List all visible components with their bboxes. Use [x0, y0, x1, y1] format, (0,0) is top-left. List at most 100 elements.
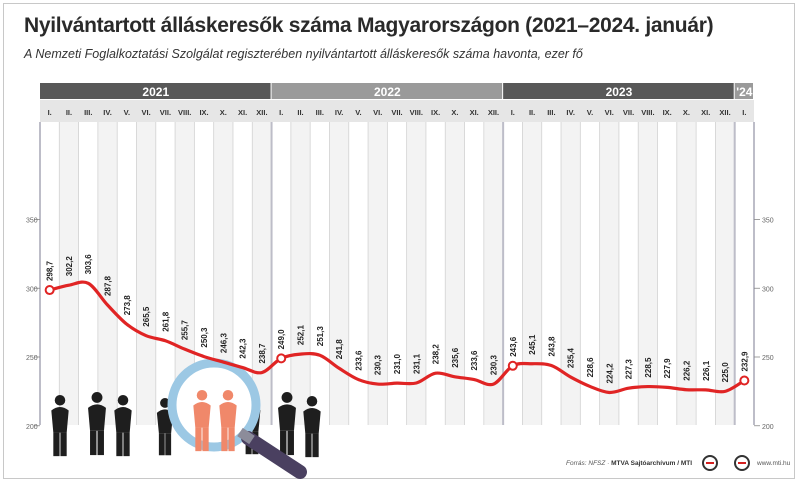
year-band [271, 83, 503, 99]
source-prefix: Forrás: NFSZ · [566, 460, 612, 467]
month-column [483, 122, 504, 425]
data-label: 228,6 [586, 357, 595, 378]
magnifier-handle [241, 431, 307, 479]
year-header: 2021 2022 2023 '24 [40, 83, 753, 99]
data-label: 235,4 [567, 348, 576, 369]
month-label: V. [355, 108, 361, 117]
data-label: 302,2 [65, 256, 74, 277]
month-column [715, 122, 735, 425]
month-label: XII. [719, 108, 730, 117]
y-tick-label-left: 250 [26, 355, 38, 362]
person-torso [51, 407, 69, 433]
person-head [91, 392, 103, 403]
month-label: II. [66, 108, 72, 117]
data-label: 238,2 [432, 344, 441, 365]
person-leg [116, 432, 123, 457]
year-label: 2022 [374, 85, 401, 99]
data-label: 227,3 [625, 359, 634, 380]
person-leg [53, 432, 60, 457]
person-head [281, 392, 293, 403]
month-label: II. [297, 108, 303, 117]
data-label: 287,8 [104, 275, 113, 296]
series-line [48, 280, 746, 395]
month-column [290, 122, 311, 425]
data-label: 261,8 [161, 311, 170, 332]
person-leg [165, 433, 172, 456]
month-label: X. [451, 108, 458, 117]
month-column [175, 122, 195, 425]
month-header: I. II. III. IV. V. VI. VII. VIII. IX. X. XI. XII. I.… [40, 100, 754, 122]
data-point-marker [739, 375, 750, 386]
data-point-marker [507, 360, 518, 371]
month-label: IX. [199, 108, 208, 117]
month-label: VII. [160, 108, 171, 117]
data-label: 298,7 [46, 260, 55, 281]
month-label: IX. [663, 108, 672, 117]
month-label: III. [84, 108, 92, 117]
data-label: 231,0 [393, 354, 402, 375]
person-head [196, 390, 208, 401]
month-label: IX. [431, 108, 440, 117]
infographic-frame [3, 3, 795, 479]
month-label: V. [124, 108, 130, 117]
data-label: 226,1 [702, 360, 711, 381]
magnifier-icon [167, 358, 307, 479]
person-leg [202, 427, 209, 452]
data-label: 245,1 [528, 334, 537, 355]
source-credit: Forrás: NFSZ · MTVA Sajtóarchívum / MTI [566, 460, 692, 467]
person-head [306, 396, 318, 407]
month-column [213, 122, 233, 425]
data-label: 230,3 [374, 355, 383, 376]
month-label: VIII. [410, 108, 423, 117]
person-torso [219, 402, 237, 428]
data-label: 303,6 [84, 254, 93, 275]
month-label: VII. [623, 108, 634, 117]
y-tick-label-right: 300 [762, 286, 774, 293]
person-torso [303, 408, 321, 434]
person-leg [312, 433, 319, 458]
chart-title: Nyilvántartott álláskeresők száma Magyar… [24, 14, 714, 37]
year-label: 2021 [142, 85, 169, 99]
month-label: VI. [142, 108, 151, 117]
person-leg [60, 432, 67, 457]
silhouette-icon [114, 395, 132, 457]
source-archive: MTVA Sajtóarchívum / MTI [611, 460, 693, 467]
year-label: 2023 [606, 85, 633, 99]
magnifier-collar [237, 427, 255, 445]
month-label: VI. [605, 108, 614, 117]
data-label: 235,6 [451, 347, 460, 368]
data-label: 242,3 [239, 338, 248, 359]
month-label: V. [587, 108, 593, 117]
person-leg [195, 427, 202, 452]
month-label: I. [48, 108, 52, 117]
year-label: '24 [736, 85, 753, 99]
data-point-marker [276, 353, 287, 364]
month-column [59, 122, 79, 425]
data-label: 251,3 [316, 326, 325, 347]
month-label: XI. [470, 108, 479, 117]
y-tick-label-right: 200 [762, 424, 774, 431]
data-label: 224,2 [605, 363, 614, 384]
person-leg [90, 430, 97, 456]
data-label: 273,8 [123, 295, 132, 316]
chart-subtitle: A Nemzeti Foglalkoztatási Szolgálat regi… [24, 47, 583, 61]
data-label: 226,2 [682, 360, 691, 381]
data-label: 252,1 [297, 325, 306, 346]
highlighted-person-icon [219, 390, 237, 452]
month-column [522, 122, 542, 425]
unemployment-series [44, 280, 750, 395]
data-label: 225,0 [721, 362, 730, 383]
person-head [160, 398, 170, 408]
data-label: 243,6 [509, 336, 518, 357]
month-label: VI. [373, 108, 382, 117]
month-label: IV. [566, 108, 574, 117]
person-head [54, 395, 66, 406]
job-seekers-illustration [51, 358, 321, 479]
data-label: 255,7 [181, 320, 190, 341]
month-label: I. [742, 108, 746, 117]
month-label: IV. [103, 108, 111, 117]
data-label: 250,3 [200, 327, 209, 348]
data-label: 265,5 [142, 306, 151, 327]
y-tick-label-left: 350 [26, 218, 38, 225]
